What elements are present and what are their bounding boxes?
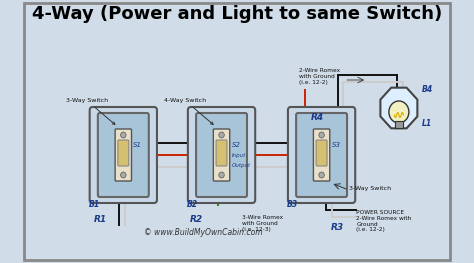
Polygon shape bbox=[381, 88, 418, 128]
FancyBboxPatch shape bbox=[316, 140, 327, 166]
FancyBboxPatch shape bbox=[288, 107, 355, 203]
FancyBboxPatch shape bbox=[313, 129, 330, 181]
Text: R3: R3 bbox=[331, 223, 344, 232]
Circle shape bbox=[389, 101, 409, 123]
Text: 3-Way Switch: 3-Way Switch bbox=[349, 186, 391, 191]
FancyBboxPatch shape bbox=[188, 107, 255, 203]
FancyBboxPatch shape bbox=[296, 113, 347, 197]
Text: 3-Wire Romex
with Ground
(i.e. 12-3): 3-Wire Romex with Ground (i.e. 12-3) bbox=[242, 215, 283, 232]
Text: B4: B4 bbox=[422, 85, 433, 94]
FancyBboxPatch shape bbox=[115, 129, 131, 181]
Text: POWER SOURCE
2-Wire Romex with
Ground
(i.e. 12-2): POWER SOURCE 2-Wire Romex with Ground (i… bbox=[356, 210, 411, 232]
Text: 4-Way (Power and Light to same Switch): 4-Way (Power and Light to same Switch) bbox=[32, 5, 442, 23]
Text: 3-Way Switch: 3-Way Switch bbox=[66, 98, 115, 124]
Text: R4: R4 bbox=[310, 113, 324, 122]
Text: Output: Output bbox=[231, 163, 251, 168]
Text: S2: S2 bbox=[231, 142, 240, 148]
FancyBboxPatch shape bbox=[90, 107, 157, 203]
Circle shape bbox=[319, 172, 324, 178]
Circle shape bbox=[120, 132, 126, 138]
Circle shape bbox=[319, 132, 324, 138]
Text: R1: R1 bbox=[94, 215, 107, 224]
FancyBboxPatch shape bbox=[395, 121, 402, 128]
FancyBboxPatch shape bbox=[213, 129, 230, 181]
FancyBboxPatch shape bbox=[216, 140, 227, 166]
FancyBboxPatch shape bbox=[118, 140, 129, 166]
Text: R2: R2 bbox=[190, 215, 203, 224]
FancyBboxPatch shape bbox=[98, 113, 149, 197]
Text: 4-Way Switch: 4-Way Switch bbox=[164, 98, 213, 124]
Circle shape bbox=[120, 172, 126, 178]
Circle shape bbox=[219, 172, 224, 178]
Text: S1: S1 bbox=[133, 142, 142, 148]
Text: Input: Input bbox=[231, 153, 246, 158]
Text: B2: B2 bbox=[187, 200, 198, 209]
Text: 2-Wire Romex
with Ground
(i.e. 12-2): 2-Wire Romex with Ground (i.e. 12-2) bbox=[299, 68, 340, 85]
Text: S3: S3 bbox=[332, 142, 341, 148]
Circle shape bbox=[219, 132, 224, 138]
Text: B3: B3 bbox=[287, 200, 298, 209]
Text: B1: B1 bbox=[89, 200, 100, 209]
Text: L1: L1 bbox=[422, 119, 432, 128]
FancyBboxPatch shape bbox=[196, 113, 247, 197]
Text: © www.BuildMyOwnCabin.com: © www.BuildMyOwnCabin.com bbox=[144, 228, 263, 237]
